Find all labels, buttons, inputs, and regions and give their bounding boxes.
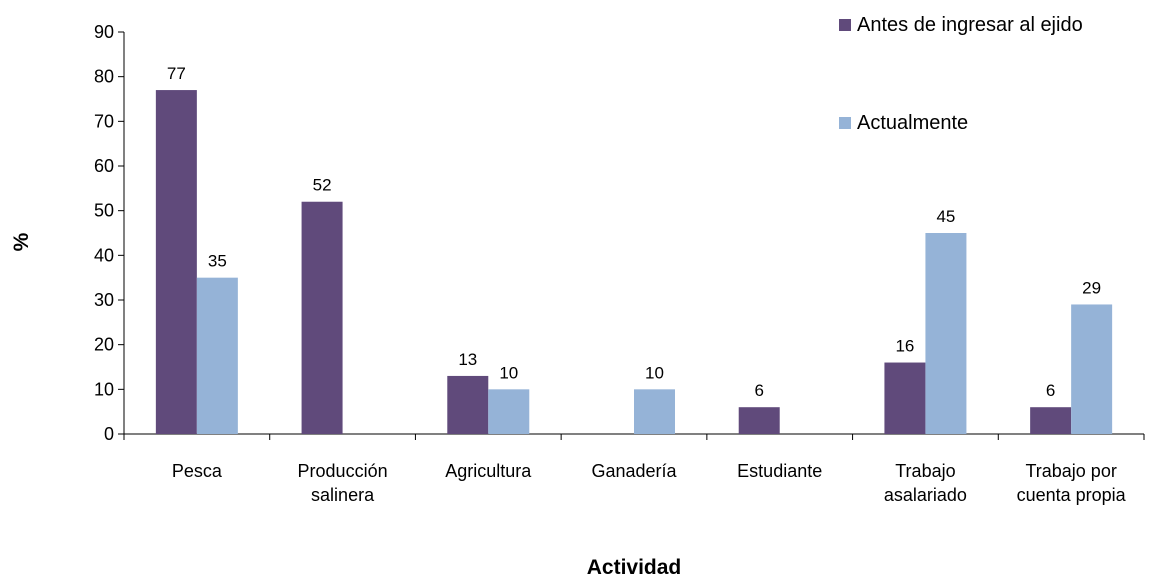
data-label: 10: [499, 363, 518, 382]
x-axis-title: Actividad: [587, 556, 682, 577]
data-label: 77: [167, 64, 186, 83]
data-label: 29: [1082, 278, 1101, 297]
data-label: 13: [458, 350, 477, 369]
y-tick-label: 50: [94, 201, 114, 221]
x-tick-label: Trabajo asalariado: [884, 461, 967, 505]
data-label: 45: [936, 207, 955, 226]
bar: [447, 375, 489, 434]
legend-label: Actualmente: [857, 112, 968, 134]
bar: [196, 277, 238, 434]
bars: [155, 90, 1113, 435]
bar: [738, 407, 780, 434]
bar: [1030, 407, 1072, 434]
x-tick-label: Producción salinera: [298, 461, 388, 505]
x-axis: Pesca Producción salinera Agricultura Ganade…: [123, 433, 1145, 505]
y-tick-label: 0: [104, 424, 114, 444]
y-tick-label: 70: [94, 111, 114, 131]
y-tick-label: 30: [94, 290, 114, 310]
y-tick-label: 60: [94, 156, 114, 176]
x-tick-label: Agricultura: [445, 461, 532, 481]
legend-swatch: [839, 117, 851, 129]
y-tick-label: 80: [94, 67, 114, 87]
data-label: 10: [645, 363, 664, 382]
data-labels: 77 52 13 6 16 6 35 10 10 45 29: [167, 64, 1101, 400]
x-tick-label: Pesca: [172, 461, 223, 481]
x-tick-label: Ganadería: [591, 461, 677, 481]
data-label: 6: [754, 381, 763, 400]
bar: [634, 389, 675, 434]
bar: [925, 233, 967, 434]
bar: [884, 362, 926, 434]
x-tick-label: Trabajo por cuenta propia: [1017, 461, 1127, 505]
bar: [301, 201, 343, 434]
y-tick-label: 20: [94, 335, 114, 355]
legend: Antes de ingresar al ejido Actualmente: [839, 14, 1083, 134]
data-label: 52: [313, 176, 332, 195]
y-tick-label: 10: [94, 379, 114, 399]
legend-label: Antes de ingresar al ejido: [857, 14, 1083, 36]
y-axis-title: %: [10, 232, 33, 251]
y-axis: 0 10 20 30 40 50 60 70 80 90: [94, 22, 125, 444]
legend-swatch: [839, 19, 851, 31]
bar: [155, 90, 197, 435]
bar: [488, 389, 530, 434]
y-tick-label: 40: [94, 245, 114, 265]
data-label: 6: [1046, 381, 1055, 400]
y-tick-label: 90: [94, 22, 114, 42]
data-label: 16: [895, 337, 914, 356]
x-tick-label: Estudiante: [737, 461, 822, 481]
bar: [1071, 304, 1113, 434]
data-label: 35: [208, 252, 227, 271]
